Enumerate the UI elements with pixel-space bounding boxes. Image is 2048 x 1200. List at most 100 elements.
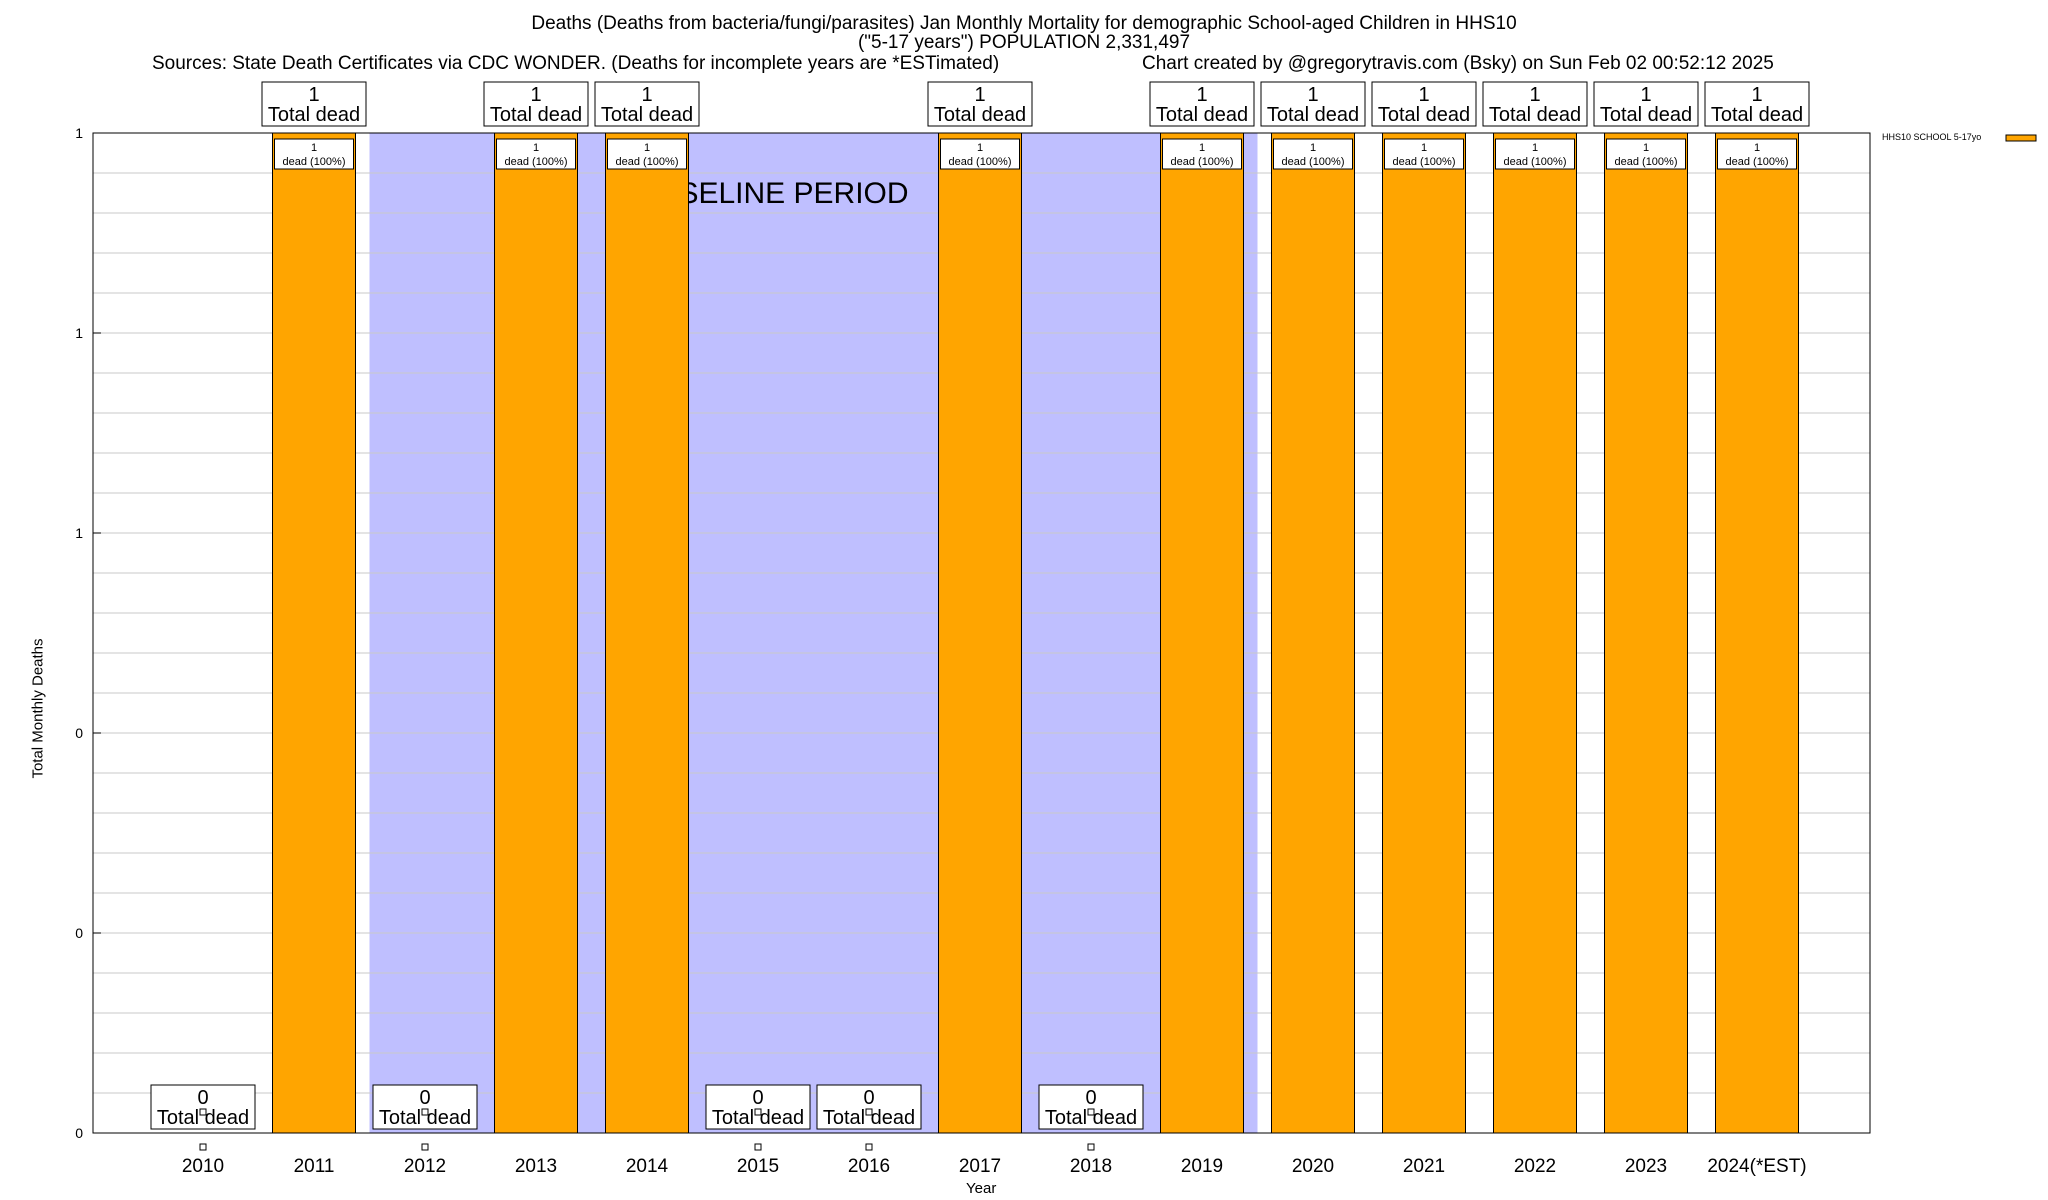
bar-label-box	[940, 138, 1020, 170]
total-label-text: Total dead	[1267, 104, 1359, 126]
zero-marker	[421, 1143, 429, 1151]
bar-label-text: dead (100%)	[1393, 156, 1456, 168]
bar-label-box	[1495, 138, 1575, 170]
baseline-band	[702, 133, 814, 1133]
bar-label-box	[274, 138, 354, 170]
baseline-band	[813, 133, 925, 1133]
bar-label-box	[1606, 138, 1686, 170]
total-label-value: 0	[197, 1087, 208, 1109]
zero-marker	[865, 1143, 873, 1151]
x-tick-label: 2011	[294, 1156, 335, 1177]
total-label-box	[1260, 81, 1366, 127]
total-label-box	[1038, 1084, 1144, 1130]
total-label-value: 1	[1529, 84, 1540, 106]
total-label-box	[261, 81, 367, 127]
total-label-value: 1	[308, 84, 319, 106]
bar-label-text: dead (100%)	[1615, 156, 1678, 168]
total-label-value: 0	[1085, 1087, 1096, 1109]
bar	[1382, 132, 1466, 1134]
bar-label-box	[1273, 138, 1353, 170]
total-label-text: Total dead	[490, 104, 582, 126]
bar	[938, 132, 1022, 1134]
total-label-text: Total dead	[268, 104, 360, 126]
bar	[1493, 132, 1577, 1134]
x-tick-label: 2021	[1403, 1156, 1445, 1177]
total-label-box	[705, 1084, 811, 1130]
bar-label-box	[1384, 138, 1464, 170]
total-label-value: 0	[863, 1087, 874, 1109]
bar	[1160, 132, 1244, 1134]
baseline-band	[369, 133, 481, 1133]
bar-label-value: 1	[1754, 142, 1760, 154]
zero-marker	[1087, 1143, 1095, 1151]
total-label-text: Total dead	[823, 1107, 915, 1129]
plot-border	[92, 132, 1871, 1134]
total-label-box	[594, 81, 700, 127]
total-label-value: 1	[974, 84, 985, 106]
total-label-text: Total dead	[712, 1107, 804, 1129]
y-tick-label: 0	[75, 925, 83, 941]
bar-label-box	[1717, 138, 1797, 170]
bar-label-text: dead (100%)	[1171, 156, 1234, 168]
zero-marker	[865, 1108, 873, 1116]
bar-label-text: dead (100%)	[505, 156, 568, 168]
total-label-text: Total dead	[379, 1107, 471, 1129]
baseline-band	[1035, 133, 1147, 1133]
bar-label-value: 1	[1310, 142, 1316, 154]
total-label-value: 1	[1418, 84, 1429, 106]
y-tick-label: 0	[75, 1125, 83, 1141]
bar-label-text: dead (100%)	[283, 156, 346, 168]
x-tick-label: 2018	[1070, 1156, 1112, 1177]
total-label-value: 1	[530, 84, 541, 106]
x-tick-label: 2019	[1181, 1156, 1223, 1177]
total-label-box	[816, 1084, 922, 1130]
bar	[1715, 132, 1799, 1134]
x-tick-label: 2012	[404, 1156, 446, 1177]
y-tick-label: 1	[75, 125, 83, 141]
x-tick-label: 2022	[1514, 1156, 1556, 1177]
bar-label-text: dead (100%)	[1726, 156, 1789, 168]
zero-marker	[421, 1108, 429, 1116]
chart-subtitle: ("5-17 years") POPULATION 2,331,497	[857, 32, 1191, 53]
zero-marker	[754, 1108, 762, 1116]
sources-note: Sources: State Death Certificates via CD…	[152, 53, 1000, 74]
chart-title: Deaths (Deaths from bacteria/fungi/paras…	[531, 13, 1517, 34]
total-label-text: Total dead	[601, 104, 693, 126]
total-label-value: 1	[1751, 84, 1762, 106]
x-tick-label: 2023	[1625, 1156, 1667, 1177]
total-label-value: 1	[1640, 84, 1651, 106]
bar-label-value: 1	[533, 142, 539, 154]
bar-label-value: 1	[1532, 142, 1538, 154]
bar-label-box	[1162, 138, 1242, 170]
bar-label-value: 1	[977, 142, 983, 154]
x-tick-label: 2020	[1292, 1156, 1334, 1177]
bar-label-value: 1	[644, 142, 650, 154]
total-label-text: Total dead	[1711, 104, 1803, 126]
x-tick-label: 2014	[626, 1156, 669, 1177]
bar	[1271, 132, 1355, 1134]
bar-label-box	[607, 138, 687, 170]
y-tick-label: 0	[75, 725, 83, 741]
bar-label-text: dead (100%)	[1504, 156, 1567, 168]
bar-label-value: 1	[311, 142, 317, 154]
total-label-box	[1704, 81, 1810, 127]
legend-swatch	[2005, 134, 2037, 142]
y-axis-label: Total Monthly Deaths	[29, 638, 47, 779]
total-label-text: Total dead	[1600, 104, 1692, 126]
total-label-value: 1	[1307, 84, 1318, 106]
bar	[605, 132, 689, 1134]
y-tick-label: 1	[75, 325, 83, 341]
total-label-value: 0	[419, 1087, 430, 1109]
bar-label-box	[496, 138, 576, 170]
chart-credit: Chart created by @gregorytravis.com (Bsk…	[1142, 53, 1774, 74]
zero-marker	[754, 1143, 762, 1151]
total-label-text: Total dead	[1489, 104, 1581, 126]
zero-marker	[199, 1108, 207, 1116]
total-label-text: Total dead	[1156, 104, 1248, 126]
total-label-text: Total dead	[1045, 1107, 1137, 1129]
total-label-box	[1149, 81, 1255, 127]
bar-label-value: 1	[1421, 142, 1427, 154]
total-label-value: 1	[641, 84, 652, 106]
x-tick-label: 2024(*EST)	[1707, 1156, 1806, 1177]
total-label-box	[1593, 81, 1699, 127]
